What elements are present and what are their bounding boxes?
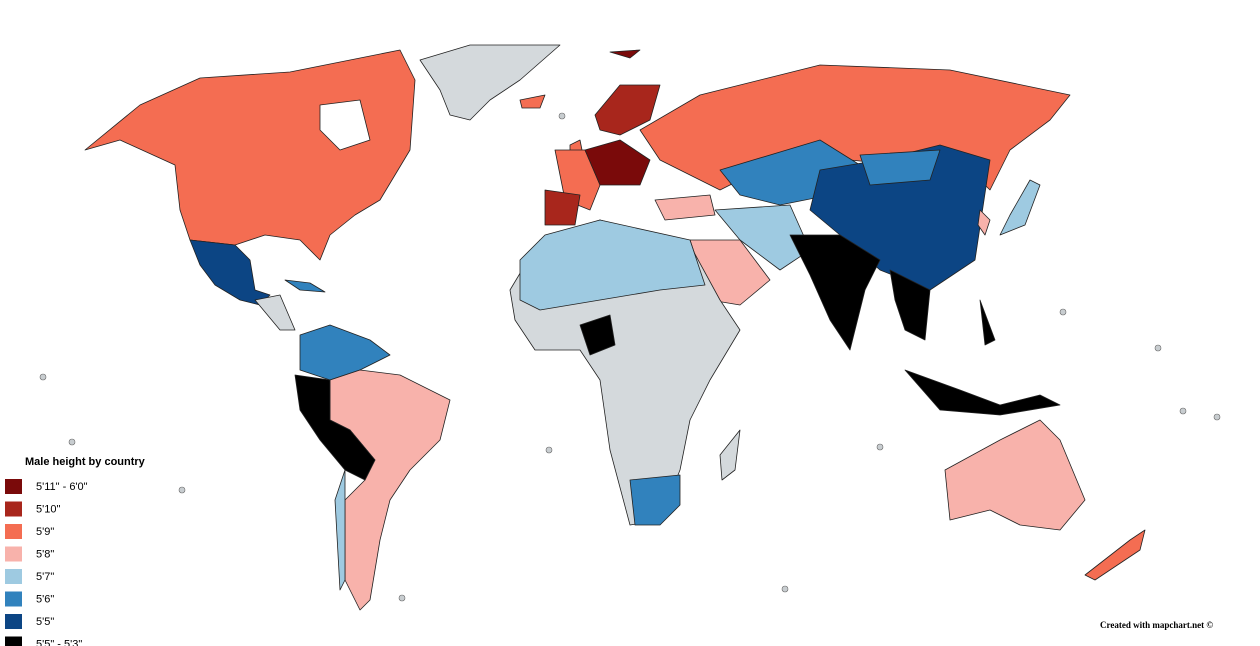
island	[1059, 308, 1067, 316]
island	[398, 594, 406, 602]
island	[1154, 344, 1162, 352]
island	[876, 443, 884, 451]
legend-swatch	[5, 614, 22, 629]
legend-label: 5'11" - 6'0"	[36, 481, 88, 493]
spain	[544, 189, 581, 226]
hudson-bay	[319, 99, 371, 151]
madagascar	[719, 429, 741, 481]
svalbard	[609, 49, 641, 59]
peru-bolivia	[294, 374, 376, 481]
australia	[944, 419, 1086, 531]
iran-iraq	[714, 204, 811, 271]
philippines	[979, 299, 996, 346]
island	[781, 585, 789, 593]
legend-title: Male height by country	[25, 456, 146, 468]
island	[178, 486, 186, 494]
north-america	[84, 49, 416, 261]
legend-label: 5'9"	[36, 526, 54, 538]
brazil-argentina	[329, 369, 451, 611]
island	[39, 373, 47, 381]
new-zealand	[1084, 529, 1146, 581]
legend-label: 5'10"	[36, 504, 60, 516]
legend-swatch	[5, 636, 22, 646]
legend-label: 5'5" - 5'3"	[36, 639, 82, 646]
indonesia	[904, 369, 1061, 416]
chile	[334, 469, 346, 591]
mongolia	[859, 149, 941, 186]
legend-swatch	[5, 546, 22, 562]
islands	[39, 112, 1221, 602]
island	[558, 112, 566, 120]
north-africa	[519, 219, 706, 311]
legend-label: 5'8"	[36, 549, 54, 561]
scandinavia	[594, 84, 661, 136]
legend-swatch	[5, 591, 22, 607]
cuba	[284, 279, 326, 293]
legend-swatch	[5, 524, 22, 539]
greenland	[419, 44, 561, 121]
turkey	[654, 194, 716, 221]
legend-label: 5'7"	[36, 571, 54, 583]
colombia-venezuela	[299, 324, 391, 381]
legend-label: 5'6"	[36, 594, 54, 606]
central-america	[254, 294, 296, 331]
island	[1213, 413, 1221, 421]
japan	[999, 179, 1041, 236]
iceland	[519, 94, 546, 109]
legend: Male height by country 5'11" - 6'0" 5'10"…	[5, 456, 146, 646]
korea	[977, 209, 991, 236]
island	[545, 446, 553, 454]
mexico	[189, 239, 271, 306]
countries	[84, 44, 1146, 611]
island	[1179, 407, 1187, 415]
central-europe	[584, 139, 651, 186]
india	[789, 234, 881, 351]
legend-swatch	[5, 501, 22, 517]
nigeria	[579, 314, 616, 356]
credit: Created with mapchart.net ©	[1100, 620, 1213, 630]
island	[68, 438, 76, 446]
legend-label: 5'5"	[36, 616, 54, 628]
indochina	[889, 269, 931, 341]
south-africa	[629, 474, 681, 526]
legend-swatch	[5, 479, 22, 494]
legend-swatch	[5, 569, 22, 584]
